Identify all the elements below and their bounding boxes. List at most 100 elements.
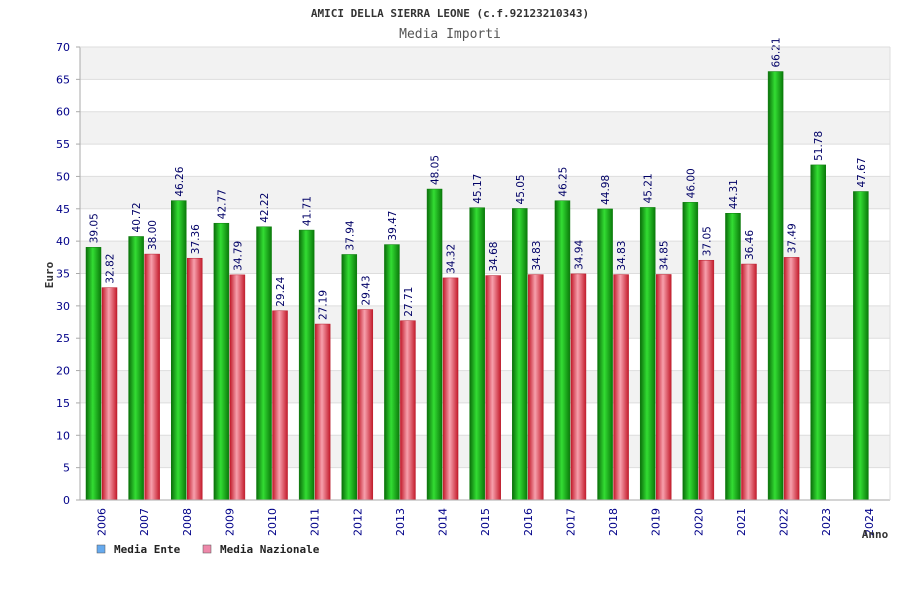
x-tick-label: 2013	[394, 508, 407, 536]
x-tick-label: 2016	[522, 508, 535, 536]
data-label-media-nazionale: 34.83	[531, 241, 543, 271]
bar-media-ente	[554, 200, 571, 501]
data-label-media-nazionale: 38.00	[147, 220, 159, 250]
data-label-media-ente: 39.05	[89, 213, 101, 243]
x-tick-label: 2017	[564, 508, 577, 536]
x-tick-label: 2006	[96, 508, 109, 536]
x-tick-label: 2012	[351, 508, 364, 536]
x-tick-label: 2023	[820, 508, 833, 536]
y-tick-label: 15	[56, 397, 70, 410]
data-label-media-ente: 37.94	[344, 220, 356, 250]
y-tick-label: 45	[56, 203, 70, 216]
data-label-media-ente: 46.00	[685, 168, 697, 198]
data-label-media-ente: 45.05	[515, 174, 527, 204]
x-tick-label: 2009	[223, 508, 236, 536]
bar-media-nazionale	[528, 274, 544, 501]
bar-media-ente	[725, 213, 741, 501]
bar-media-nazionale	[187, 257, 203, 501]
y-tick-label: 35	[56, 268, 70, 281]
data-label-media-nazionale: 34.83	[616, 241, 628, 271]
data-label-media-ente: 46.25	[557, 167, 569, 197]
bar-media-ente	[256, 226, 272, 501]
bar-media-ente	[384, 244, 400, 501]
plot-band	[80, 79, 890, 112]
bar-media-nazionale	[485, 275, 501, 501]
bar-media-ente	[341, 254, 358, 501]
plot-band	[80, 176, 890, 209]
legend-swatch-media-ente	[96, 544, 106, 554]
bar-media-ente	[171, 200, 187, 501]
y-tick-label: 60	[56, 106, 70, 119]
bar-media-nazionale	[570, 273, 587, 501]
bar-media-nazionale	[400, 320, 416, 501]
bar-media-nazionale	[783, 257, 800, 501]
axes	[79, 46, 891, 501]
x-tick-label: 2007	[138, 508, 151, 536]
bar-media-nazionale	[741, 263, 757, 501]
chart-title: AMICI DELLA SIERRA LEONE (c.f.9212321034…	[311, 7, 589, 20]
data-label-media-ente: 42.22	[259, 193, 271, 223]
y-tick-label: 5	[63, 462, 70, 475]
bar-media-ente	[469, 207, 485, 501]
chart-subtitle: Media Importi	[399, 27, 501, 42]
y-tick-label: 20	[56, 365, 70, 378]
data-label-media-nazionale: 34.79	[232, 241, 244, 271]
x-tick-label: 2022	[778, 508, 791, 536]
data-label-media-nazionale: 36.46	[744, 230, 756, 260]
bar-media-ente	[512, 208, 528, 501]
y-tick-label: 70	[56, 41, 70, 54]
y-tick-label: 25	[56, 332, 70, 345]
data-label-media-ente: 44.31	[728, 179, 740, 209]
bar-media-ente	[426, 188, 443, 501]
data-label-media-ente: 44.98	[600, 175, 612, 205]
plot-band	[80, 144, 890, 177]
x-tick-label: 2008	[181, 508, 194, 536]
data-label-media-ente: 47.67	[856, 157, 868, 187]
y-tick-labels: 0 5 10 15 20 25 30 35 40 45 50 55 60 65 70	[56, 41, 80, 507]
y-tick-label: 10	[56, 429, 70, 442]
bar-media-nazionale	[655, 274, 672, 501]
bar-media-ente	[597, 208, 613, 501]
data-label-media-nazionale: 32.82	[105, 254, 117, 284]
data-label-media-nazionale: 27.19	[318, 290, 330, 320]
data-label-media-nazionale: 29.43	[360, 275, 372, 305]
bar-media-ente	[85, 247, 102, 501]
data-label-media-ente: 48.05	[430, 155, 442, 185]
x-tick-label: 2014	[437, 508, 450, 536]
data-label-media-nazionale: 37.49	[787, 223, 799, 253]
y-tick-label: 0	[63, 494, 70, 507]
legend: Media Ente Media Nazionale	[96, 543, 320, 556]
bar-media-nazionale	[314, 323, 331, 501]
data-label-media-ente: 42.77	[216, 189, 228, 219]
legend-label-media-nazionale: Media Nazionale	[220, 543, 320, 556]
y-tick-label: 55	[56, 138, 70, 151]
y-axis-label: Euro	[43, 261, 56, 288]
y-tick-label: 30	[56, 300, 70, 313]
x-tick-label: 2015	[479, 508, 492, 536]
x-tick-label: 2010	[266, 508, 279, 536]
bar-media-ente	[128, 236, 144, 501]
bar-media-nazionale	[698, 259, 715, 501]
bar-media-nazionale	[144, 253, 160, 501]
data-label-media-nazionale: 37.05	[701, 226, 713, 256]
bar-media-nazionale	[101, 287, 118, 501]
bar-media-nazionale	[442, 277, 459, 501]
legend-label-media-ente: Media Ente	[114, 543, 181, 556]
bar-media-nazionale	[272, 310, 288, 501]
x-tick-label: 2024	[863, 508, 876, 536]
data-labels: 39.05 32.82 40.72 38.00 46.26 37.36 42.77 34.79…	[89, 37, 868, 320]
y-tick-label: 50	[56, 170, 70, 183]
bar-media-nazionale	[229, 274, 246, 501]
x-tick-labels: 2006 2007 2008 2009 2010 2011 2012 2013 2014 2015…	[96, 508, 876, 536]
bar-media-ente	[298, 229, 315, 501]
data-label-media-ente: 41.71	[302, 196, 314, 226]
bar-media-ente	[767, 71, 784, 501]
x-tick-label: 2020	[692, 508, 705, 536]
data-label-media-ente: 66.21	[771, 37, 783, 67]
data-label-media-nazionale: 34.85	[659, 240, 671, 270]
x-tick-label: 2011	[309, 508, 322, 536]
y-tick-label: 40	[56, 235, 70, 248]
bar-media-ente	[853, 191, 869, 501]
